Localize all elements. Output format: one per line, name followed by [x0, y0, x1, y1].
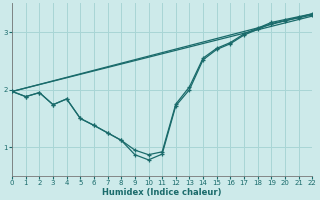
X-axis label: Humidex (Indice chaleur): Humidex (Indice chaleur)	[102, 188, 222, 197]
